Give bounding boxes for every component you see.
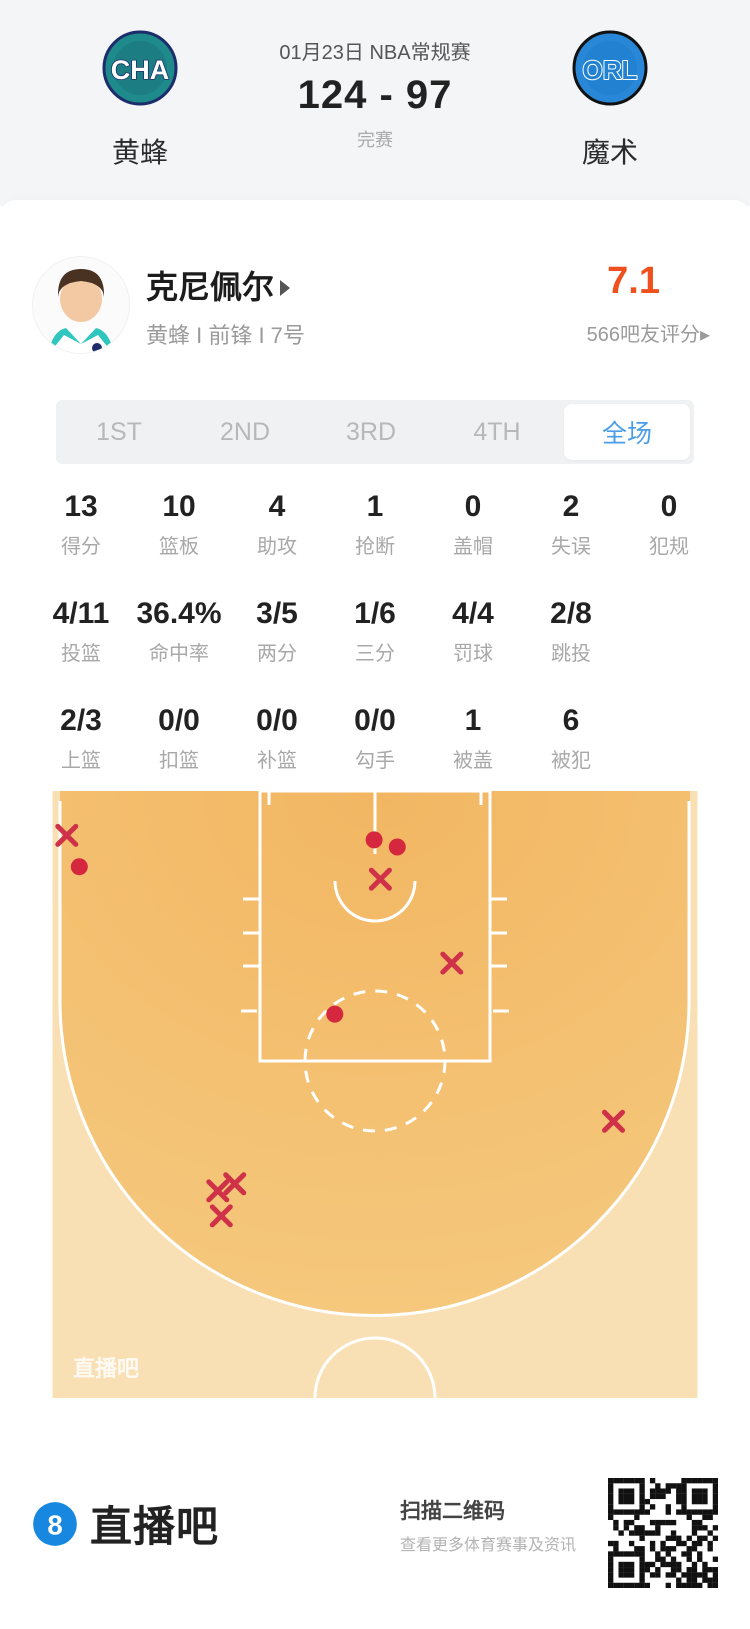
svg-text:ORL: ORL xyxy=(583,55,638,85)
svg-text:直播吧: 直播吧 xyxy=(73,1356,139,1381)
svg-text:8: 8 xyxy=(47,1509,62,1540)
svg-text:CHA: CHA xyxy=(111,55,170,85)
